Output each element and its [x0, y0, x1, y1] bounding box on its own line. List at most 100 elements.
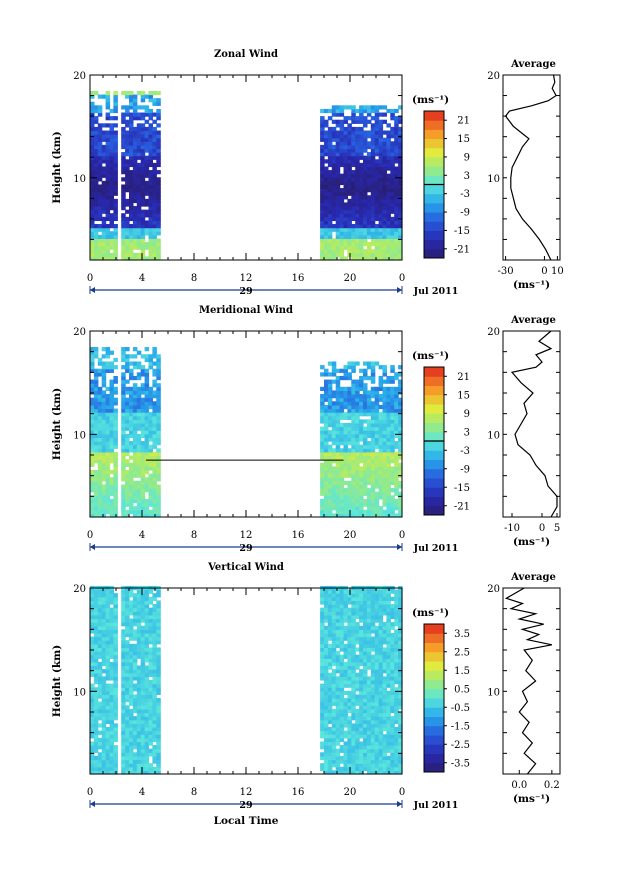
colorbar-tick-label: 15 [457, 134, 470, 145]
x-tick-label: 4 [139, 273, 145, 284]
colorbar-tick-label: 9 [464, 152, 470, 163]
heatmap-cells [90, 90, 403, 261]
date-month: Jul 2011 [413, 286, 459, 297]
profile-x-tick-label: 5 [554, 523, 560, 534]
y-tick-label: 10 [73, 687, 86, 698]
colorbar-tick-label: 3 [464, 171, 470, 182]
colorbar-tick-label: 1.5 [454, 666, 470, 677]
date-day: 29 [239, 286, 253, 297]
colorbar-tick-label: -1.5 [451, 721, 470, 732]
y-tick-label: 10 [73, 174, 86, 185]
x-tick-label: 4 [139, 787, 145, 798]
profile-x-label: (ms⁻¹) [513, 279, 550, 291]
y-axis-label: Height (km) [51, 388, 63, 460]
profile-frame [502, 587, 561, 775]
colorbar-tick-label: 3 [464, 427, 470, 438]
profile-x-tick-label: 10 [551, 266, 564, 277]
profile-x-tick-label: -10 [504, 523, 520, 534]
profile-line [510, 330, 558, 518]
profile-x-tick-label: 0 [539, 523, 545, 534]
colorbar: 3.5 2.5 1.5 0.5 -0.5 -1.5 -2.5 -3.5 (ms⁻¹) [412, 607, 470, 773]
x-tick-label: 8 [191, 530, 197, 541]
profile-y-tick-label: 10 [487, 687, 500, 698]
x-axis-label: Local Time [214, 815, 279, 827]
x-tick-label: 0 [87, 530, 93, 541]
y-tick-label: 20 [73, 327, 86, 338]
colorbar-tick-label: 0.5 [454, 684, 470, 695]
colorbar: 21 15 9 3 -3 -9 -15 -21 (ms⁻¹) [412, 94, 470, 259]
profile-frame [502, 330, 561, 518]
x-tick-label: 0 [87, 273, 93, 284]
colorbar-frame [423, 623, 445, 773]
colorbar-unit: (ms⁻¹) [412, 94, 449, 106]
profile-y-tick-label: 10 [487, 174, 500, 185]
panel-zonal: Zonal Wind 20 10 Height (km) 0 4 8 12 16 20 0 29 Jul… [51, 49, 564, 297]
date-month: Jul 2011 [413, 800, 459, 811]
colorbar-tick-label: -9 [460, 464, 470, 475]
profile-y-tick-label: 20 [487, 71, 500, 82]
date-day: 29 [239, 800, 253, 811]
heatmap-cells [90, 585, 403, 775]
average-profile: Average 20 10 0.0 0.2 (ms⁻¹) [487, 572, 561, 805]
y-axis-label: Height (km) [51, 645, 63, 717]
date-month: Jul 2011 [413, 543, 459, 554]
colorbar-tick-label: -3.5 [451, 758, 470, 769]
y-axis-label: Height (km) [51, 131, 63, 203]
x-tick-label: 4 [139, 530, 145, 541]
profile-y-tick-label: 20 [487, 584, 500, 595]
y-tick-label: 10 [73, 430, 86, 441]
x-tick-label: 12 [240, 530, 253, 541]
colorbar-tick-label: -21 [454, 244, 470, 255]
profile-x-tick-label: 0.0 [511, 780, 527, 791]
profile-title: Average [510, 59, 556, 70]
profile-x-label: (ms⁻¹) [513, 793, 550, 805]
profile-title: Average [510, 315, 556, 326]
x-tick-label: 16 [292, 787, 305, 798]
colorbar-tick-label: 15 [457, 390, 470, 401]
profile-line [504, 74, 557, 261]
x-tick-label: 12 [240, 787, 253, 798]
panel-title: Vertical Wind [207, 562, 284, 573]
panel-title: Meridional Wind [199, 305, 293, 316]
colorbar-tick-label: -9 [460, 208, 470, 219]
x-tick-label: 0 [399, 273, 405, 284]
x-tick-label: 16 [292, 530, 305, 541]
profile-line [504, 587, 553, 775]
x-tick-label: 0 [87, 787, 93, 798]
colorbar-unit: (ms⁻¹) [412, 350, 449, 362]
colorbar: 21 15 9 3 -3 -9 -15 -21 (ms⁻¹) [412, 350, 470, 516]
x-tick-label: 20 [344, 273, 357, 284]
profile-y-tick-label: 10 [487, 430, 500, 441]
x-tick-label: 0 [399, 530, 405, 541]
profile-x-label: (ms⁻¹) [513, 536, 550, 548]
average-profile: Average 20 10 -10 0 5 (ms⁻¹) [487, 315, 561, 548]
colorbar-tick-label: -21 [454, 501, 470, 512]
date-day: 29 [239, 543, 253, 554]
colorbar-tick-label: -15 [454, 226, 470, 237]
profile-x-tick-label: 0 [541, 266, 547, 277]
colorbar-tick-label: -15 [454, 483, 470, 494]
colorbar-unit: (ms⁻¹) [412, 607, 449, 619]
x-tick-label: 12 [240, 273, 253, 284]
colorbar-tick-label: -3 [460, 446, 470, 457]
profile-y-tick-label: 20 [487, 327, 500, 338]
x-tick-label: 8 [191, 273, 197, 284]
y-tick-label: 20 [73, 584, 86, 595]
y-tick-label: 20 [73, 71, 86, 82]
colorbar-tick-label: 21 [457, 116, 470, 127]
colorbar-tick-label: -3 [460, 189, 470, 200]
colorbar-tick-label: 9 [464, 409, 470, 420]
panel-vertical: Vertical Wind 20 10 Height (km) 0 4 8 12 16 20 0 29… [51, 562, 561, 827]
x-tick-label: 20 [344, 530, 357, 541]
colorbar-tick-label: 3.5 [454, 629, 470, 640]
heatmap-cells [90, 347, 403, 518]
colorbar-tick-label: -2.5 [451, 740, 470, 751]
profile-x-tick-label: 0.2 [544, 780, 560, 791]
colorbar-tick-label: 21 [457, 372, 470, 383]
colorbar-tick-label: -0.5 [451, 703, 470, 714]
profile-x-tick-label: -30 [498, 266, 514, 277]
profile-title: Average [510, 572, 556, 583]
x-tick-label: 0 [399, 787, 405, 798]
